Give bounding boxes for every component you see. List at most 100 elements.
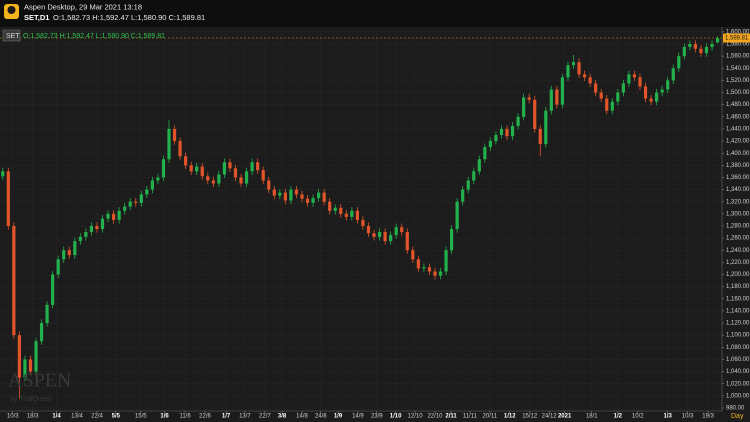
- y-tick-label: 1,440.00: [726, 126, 750, 132]
- candle-body: [383, 232, 387, 242]
- candle-body: [594, 83, 598, 93]
- candle-body: [294, 189, 299, 195]
- candle-body: [466, 180, 470, 190]
- candle-body: [549, 89, 553, 111]
- x-tick-label: 1/6: [160, 414, 169, 420]
- candle-body: [455, 201, 459, 230]
- candle-body: [134, 201, 138, 203]
- candle-body: [178, 141, 182, 157]
- candle-body: [150, 180, 154, 190]
- y-tick-label: 1,180.00: [726, 284, 750, 290]
- y-tick-label: 1,100.00: [726, 333, 750, 339]
- legend-symbol-box[interactable]: [2, 29, 21, 42]
- header-symbol: SET,D1: [24, 13, 49, 22]
- x-tick-label: 18/3: [27, 414, 39, 420]
- y-tick-label: 1,080.00: [726, 345, 750, 351]
- x-tick-label: 5/5: [112, 414, 121, 420]
- y-tick-label: 1,240.00: [726, 248, 750, 254]
- y-tick-label: 1,400.00: [726, 151, 750, 157]
- x-tick-label: 1/3: [664, 414, 673, 420]
- candle-body: [39, 323, 44, 342]
- candle-body: [688, 43, 692, 48]
- candle-body: [699, 48, 703, 54]
- candle-body: [23, 359, 27, 378]
- x-tick-label: 15/12: [522, 414, 538, 420]
- y-tick-label: 1,420.00: [726, 139, 750, 145]
- candle-body: [522, 97, 526, 117]
- x-tick-label: 15/5: [135, 414, 147, 420]
- watermark-brand: ASPEN: [8, 370, 71, 392]
- x-tick-label: 24/12: [542, 414, 558, 420]
- candle-body: [34, 341, 38, 372]
- x-tick-label: 1/7: [222, 414, 231, 420]
- candle-body: [355, 210, 359, 220]
- candle-body: [627, 74, 631, 84]
- y-tick-label: 1,000.00: [726, 393, 750, 399]
- candle-body: [128, 201, 132, 207]
- y-tick-label: 1,140.00: [726, 308, 750, 314]
- legend-symbol: SET: [6, 33, 20, 40]
- candle-body: [328, 201, 332, 211]
- y-tick-label: 1,300.00: [726, 211, 750, 217]
- candle-body: [95, 225, 99, 230]
- candle-body: [427, 267, 432, 272]
- candle-body: [643, 86, 648, 99]
- y-tick-label: 1,160.00: [726, 296, 750, 302]
- x-tick-label: 1/12: [504, 414, 516, 420]
- candle-body: [322, 192, 326, 202]
- candle-body: [78, 236, 82, 242]
- candle-body: [704, 47, 709, 54]
- candle-body: [272, 189, 276, 196]
- candle-body: [555, 89, 559, 105]
- candle-body: [167, 128, 171, 160]
- x-tick-label: 11/11: [463, 414, 478, 420]
- x-tick-label: 23/9: [371, 414, 383, 420]
- x-tick-label: 18/1: [586, 414, 598, 420]
- x-tick-label: 10/3: [682, 414, 694, 420]
- candle-body: [372, 233, 376, 237]
- candle-body: [483, 147, 487, 160]
- candle-body: [1, 171, 5, 177]
- candle-body: [538, 128, 542, 145]
- candle-body: [505, 128, 509, 137]
- candle-body: [244, 171, 249, 184]
- x-tick-label: 22/10: [427, 414, 443, 420]
- candle-body: [605, 98, 609, 111]
- x-axis-label: Day: [731, 413, 744, 420]
- candle-body: [715, 38, 720, 43]
- candle-body: [139, 194, 143, 203]
- y-tick-label: 980.00: [726, 406, 745, 412]
- x-tick-label: 22/7: [259, 414, 271, 420]
- candle-body: [566, 65, 570, 78]
- y-tick-label: 1,360.00: [726, 175, 750, 181]
- candle-body: [582, 74, 587, 78]
- app-icon-glyph: [7, 6, 16, 14]
- y-tick-label: 1,520.00: [726, 78, 750, 84]
- candle-body: [89, 225, 94, 233]
- candle-body: [533, 99, 537, 129]
- candle-body: [239, 177, 243, 184]
- candle-body: [156, 177, 160, 181]
- candle-body: [100, 218, 105, 230]
- y-tick-label: 1,020.00: [726, 381, 750, 387]
- candle-body: [449, 229, 454, 251]
- candle-body: [106, 213, 110, 219]
- x-tick-label: 22/6: [199, 414, 211, 420]
- candle-body: [17, 335, 21, 378]
- last-price-tag: [723, 33, 750, 43]
- candle-body: [267, 180, 271, 190]
- candle-body: [400, 227, 404, 233]
- candle-body: [577, 62, 581, 75]
- candle-body: [278, 192, 282, 196]
- x-tick-label: 20/11: [483, 414, 498, 420]
- candle-body: [366, 225, 371, 234]
- y-tick-label: 1,280.00: [726, 224, 750, 230]
- candle-body: [145, 189, 149, 195]
- x-tick-label: 13/7: [239, 414, 251, 420]
- candle-body: [161, 159, 166, 178]
- candle-body: [671, 68, 675, 81]
- candle-body: [305, 198, 310, 203]
- candle-body: [632, 74, 637, 78]
- candle-body: [283, 192, 287, 201]
